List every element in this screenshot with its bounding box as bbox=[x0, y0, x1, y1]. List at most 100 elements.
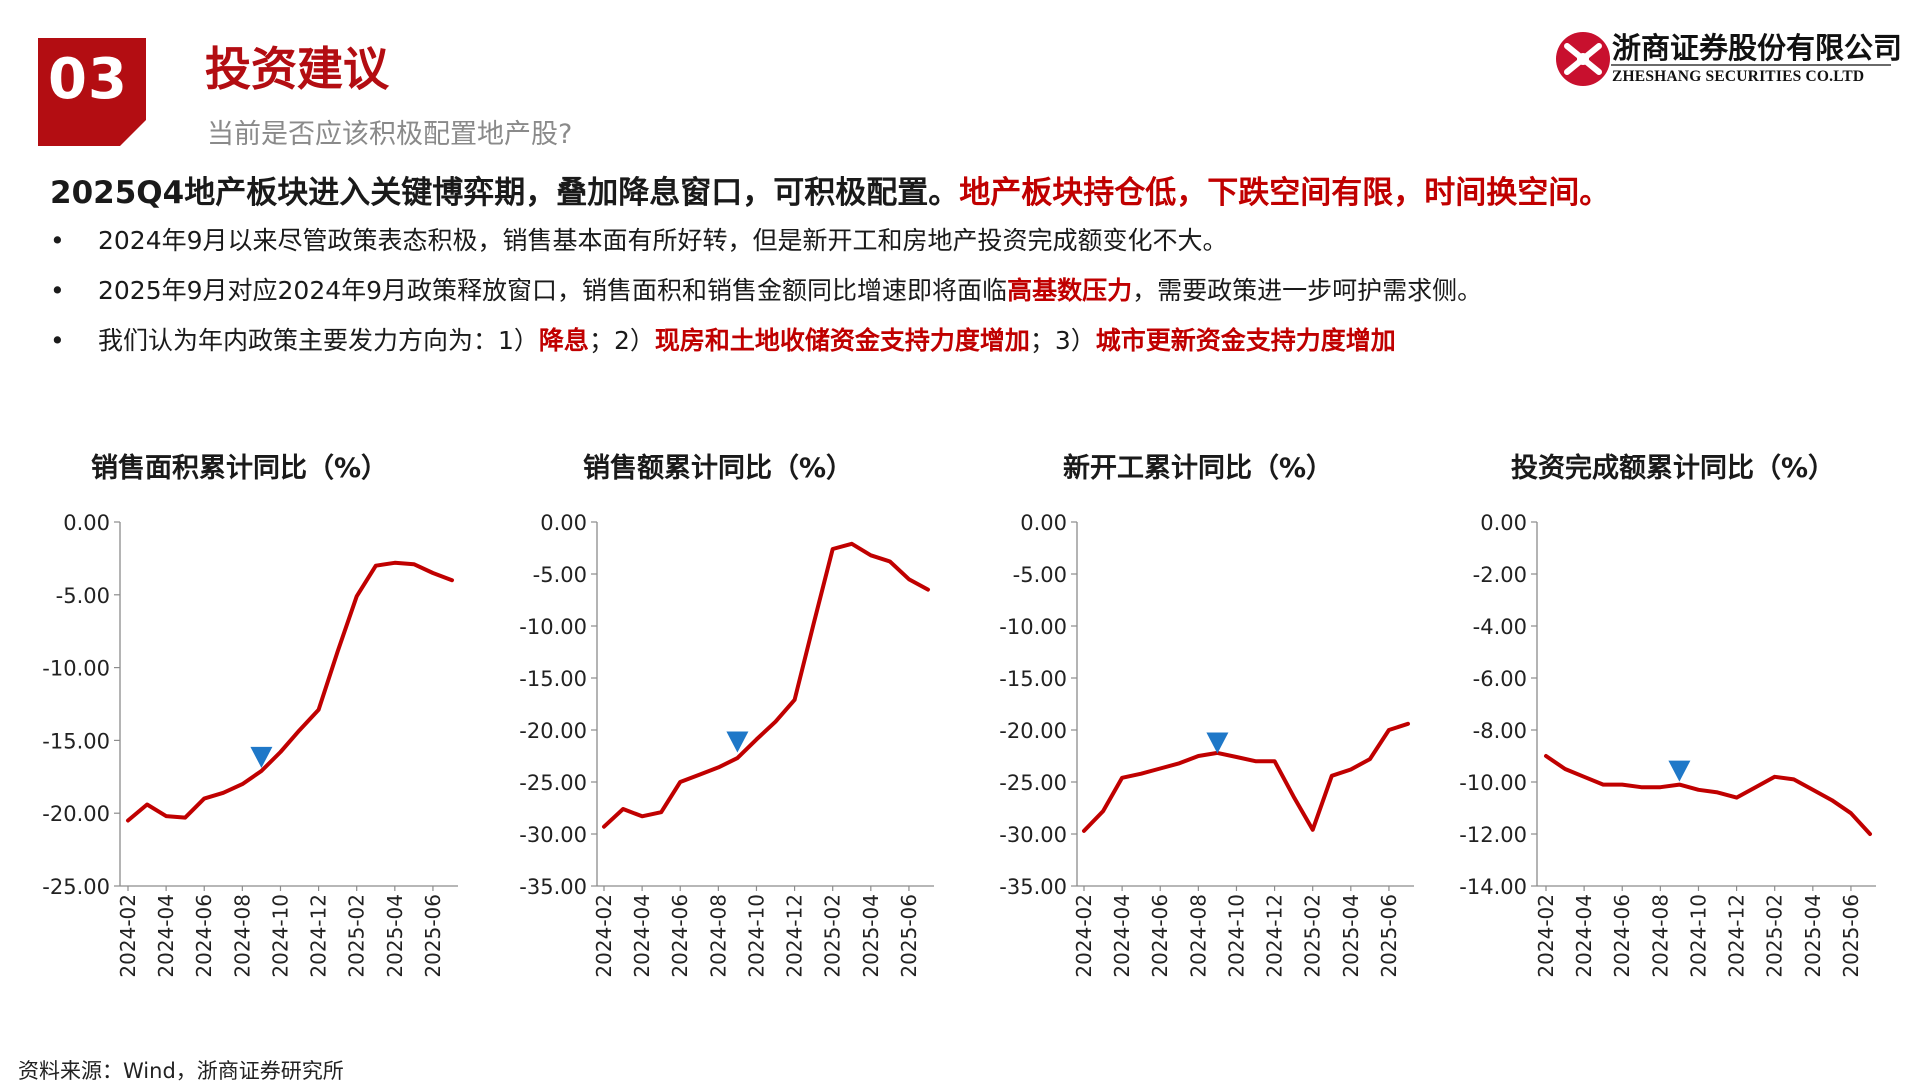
x-tick-label: 2024-08 bbox=[1648, 894, 1672, 978]
y-tick-label: -20.00 bbox=[519, 719, 587, 743]
y-tick-label: 0.00 bbox=[540, 511, 587, 535]
x-tick-label: 2024-12 bbox=[783, 894, 807, 978]
bullet-item: • 我们认为年内政策主要发力方向为：1）降息；2）现房和土地收储资金支持力度增加；… bbox=[50, 324, 1396, 358]
x-tick-label: 2025-04 bbox=[1339, 894, 1363, 978]
x-tick-label: 2025-06 bbox=[897, 894, 921, 978]
line-chart: 0.00 -5.00 -10.00 -15.00 -20.00 -25.00 -30.00 -… bbox=[999, 511, 1414, 978]
y-tick-label: -20.00 bbox=[42, 802, 110, 826]
line-chart: 0.00 -2.00 -4.00 -6.00 -8.00 -10.00 -12.00 -14.… bbox=[1459, 511, 1876, 978]
x-tick-label: 2024-04 bbox=[630, 894, 654, 978]
y-tick-label: -20.00 bbox=[999, 719, 1067, 743]
x-tick-label: 2024-06 bbox=[1148, 894, 1172, 978]
y-tick-label: -25.00 bbox=[519, 771, 587, 795]
x-tick-label: 2024-02 bbox=[592, 894, 616, 978]
y-tick-label: -35.00 bbox=[519, 875, 587, 899]
page-subtitle: 当前是否应该积极配置地产股? bbox=[207, 119, 573, 150]
y-tick-label: -5.00 bbox=[56, 584, 110, 608]
y-tick-label: -30.00 bbox=[519, 823, 587, 847]
x-tick-label: 2024-12 bbox=[1263, 894, 1287, 978]
bullet-dot: • bbox=[50, 326, 65, 355]
y-tick-label: -10.00 bbox=[999, 615, 1067, 639]
line-chart: 0.00 -5.00 -10.00 -15.00 -20.00 -25.002024-02… bbox=[42, 511, 458, 978]
series-line bbox=[602, 541, 930, 829]
x-tick-label: 2025-06 bbox=[1377, 894, 1401, 978]
x-tick-label: 2024-10 bbox=[1224, 894, 1248, 978]
bullet-highlight-text: 城市更新资金支持力度增加 bbox=[1095, 326, 1396, 355]
section-number: 03 bbox=[48, 47, 128, 112]
y-tick-label: -10.00 bbox=[1459, 771, 1527, 795]
y-tick-label: -6.00 bbox=[1473, 667, 1527, 691]
x-tick-label: 2024-12 bbox=[307, 894, 331, 978]
y-tick-label: -14.00 bbox=[1459, 875, 1527, 899]
y-tick-label: -5.00 bbox=[1013, 563, 1067, 587]
bullet-highlight-text: 高基数压力 bbox=[1007, 276, 1133, 305]
line-chart: 0.00 -5.00 -10.00 -15.00 -20.00 -25.00 -30.00 -… bbox=[519, 511, 934, 978]
x-tick-label: 2024-06 bbox=[1610, 894, 1634, 978]
x-tick-label: 2025-02 bbox=[345, 894, 369, 978]
chart-title: 新开工累计同比（%） bbox=[1063, 453, 1334, 484]
bullet-item: • 2024年9月以来尽管政策表态积极，销售基本面有所好转，但是新开工和房地产投资… bbox=[50, 224, 1228, 258]
bullet-highlight-text: 降息 bbox=[538, 326, 589, 355]
chart-title: 投资完成额累计同比（%） bbox=[1511, 453, 1836, 484]
x-tick-label: 2025-02 bbox=[1763, 894, 1787, 978]
y-tick-label: -4.00 bbox=[1473, 615, 1527, 639]
x-tick-label: 2025-04 bbox=[383, 894, 407, 978]
bullet-text: ，需要政策进一步呵护需求侧。 bbox=[1132, 276, 1483, 305]
page-title: 投资建议 bbox=[205, 42, 389, 96]
x-tick-label: 2025-06 bbox=[1839, 894, 1863, 978]
bullet-dot: • bbox=[50, 226, 65, 255]
y-tick-label: -10.00 bbox=[519, 615, 587, 639]
y-tick-label: -25.00 bbox=[999, 771, 1067, 795]
bullet-text: 我们认为年内政策主要发力方向为：1） bbox=[98, 326, 539, 355]
series-line bbox=[126, 560, 454, 823]
x-tick-label: 2024-06 bbox=[668, 894, 692, 978]
y-tick-label: -8.00 bbox=[1473, 719, 1527, 743]
zheshang-logo-icon bbox=[1556, 32, 1891, 86]
x-tick-label: 2024-12 bbox=[1725, 894, 1749, 978]
policy-marker-triangle bbox=[1668, 760, 1691, 782]
x-tick-label: 2024-04 bbox=[1110, 894, 1134, 978]
series-line bbox=[1544, 754, 1872, 836]
y-tick-label: -2.00 bbox=[1473, 563, 1527, 587]
x-tick-label: 2024-04 bbox=[154, 894, 178, 978]
x-tick-label: 2024-06 bbox=[192, 894, 216, 978]
x-tick-label: 2024-08 bbox=[1186, 894, 1210, 978]
x-tick-label: 2024-08 bbox=[230, 894, 254, 978]
y-tick-label: -15.00 bbox=[519, 667, 587, 691]
y-tick-label: -10.00 bbox=[42, 657, 110, 681]
x-tick-label: 2024-02 bbox=[116, 894, 140, 978]
y-tick-label: -15.00 bbox=[42, 729, 110, 753]
bullet-text: ；2） bbox=[588, 326, 655, 355]
bullet-text: 2024年9月以来尽管政策表态积极，销售基本面有所好转，但是新开工和房地产投资完… bbox=[98, 226, 1228, 255]
x-tick-label: 2025-04 bbox=[1801, 894, 1825, 978]
bullet-dot: • bbox=[50, 276, 65, 305]
x-tick-label: 2025-02 bbox=[1301, 894, 1325, 978]
headline-black: 2025Q4地产板块进入关键博弈期，叠加降息窗口，可积极配置。 bbox=[50, 175, 960, 211]
bullet-text: ；3） bbox=[1029, 326, 1096, 355]
series-line bbox=[1082, 721, 1410, 833]
policy-marker-triangle bbox=[726, 731, 749, 753]
headline-red: 地产板块持仓低，下跌空间有限，时间换空间。 bbox=[959, 175, 1611, 211]
x-tick-label: 2024-08 bbox=[706, 894, 730, 978]
policy-marker-triangle bbox=[250, 746, 273, 768]
x-tick-label: 2024-04 bbox=[1572, 894, 1596, 978]
headline: 2025Q4地产板块进入关键博弈期，叠加降息窗口，可积极配置。地产板块持仓低，下… bbox=[50, 173, 1610, 213]
section-number-badge bbox=[38, 38, 146, 146]
y-tick-label: 0.00 bbox=[63, 511, 110, 535]
policy-marker-triangle bbox=[1206, 732, 1229, 754]
y-tick-label: -12.00 bbox=[1459, 823, 1527, 847]
x-tick-label: 2024-10 bbox=[268, 894, 292, 978]
y-tick-label: -35.00 bbox=[999, 875, 1067, 899]
chart-title: 销售面积累计同比（%） bbox=[91, 453, 389, 484]
source-note: 资料来源：Wind，浙商证券研究所 bbox=[18, 1059, 344, 1083]
bullet-highlight-text: 现房和土地收储资金支持力度增加 bbox=[654, 326, 1030, 355]
bullet-item: • 2025年9月对应2024年9月政策释放窗口，销售面积和销售金额同比增速即将面… bbox=[50, 274, 1482, 308]
bullet-text: 2025年9月对应2024年9月政策释放窗口，销售面积和销售金额同比增速即将面临 bbox=[98, 276, 1008, 305]
y-tick-label: -5.00 bbox=[533, 563, 587, 587]
x-tick-label: 2025-04 bbox=[859, 894, 883, 978]
x-tick-label: 2025-02 bbox=[821, 894, 845, 978]
x-tick-label: 2024-10 bbox=[1686, 894, 1710, 978]
y-tick-label: 0.00 bbox=[1020, 511, 1067, 535]
x-tick-label: 2025-06 bbox=[421, 894, 445, 978]
y-tick-label: -30.00 bbox=[999, 823, 1067, 847]
